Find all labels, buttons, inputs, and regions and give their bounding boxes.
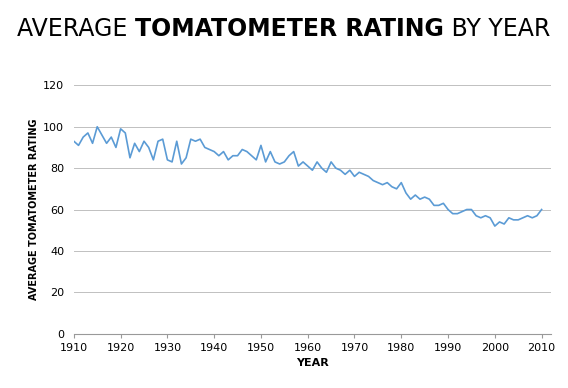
Text: AVERAGE: AVERAGE — [18, 17, 135, 42]
X-axis label: YEAR: YEAR — [296, 358, 329, 368]
Text: TOMATOMETER RATING: TOMATOMETER RATING — [135, 17, 444, 42]
Y-axis label: AVERAGE TOMATOMETER RATING: AVERAGE TOMATOMETER RATING — [29, 119, 39, 300]
Text: BY YEAR: BY YEAR — [444, 17, 550, 42]
